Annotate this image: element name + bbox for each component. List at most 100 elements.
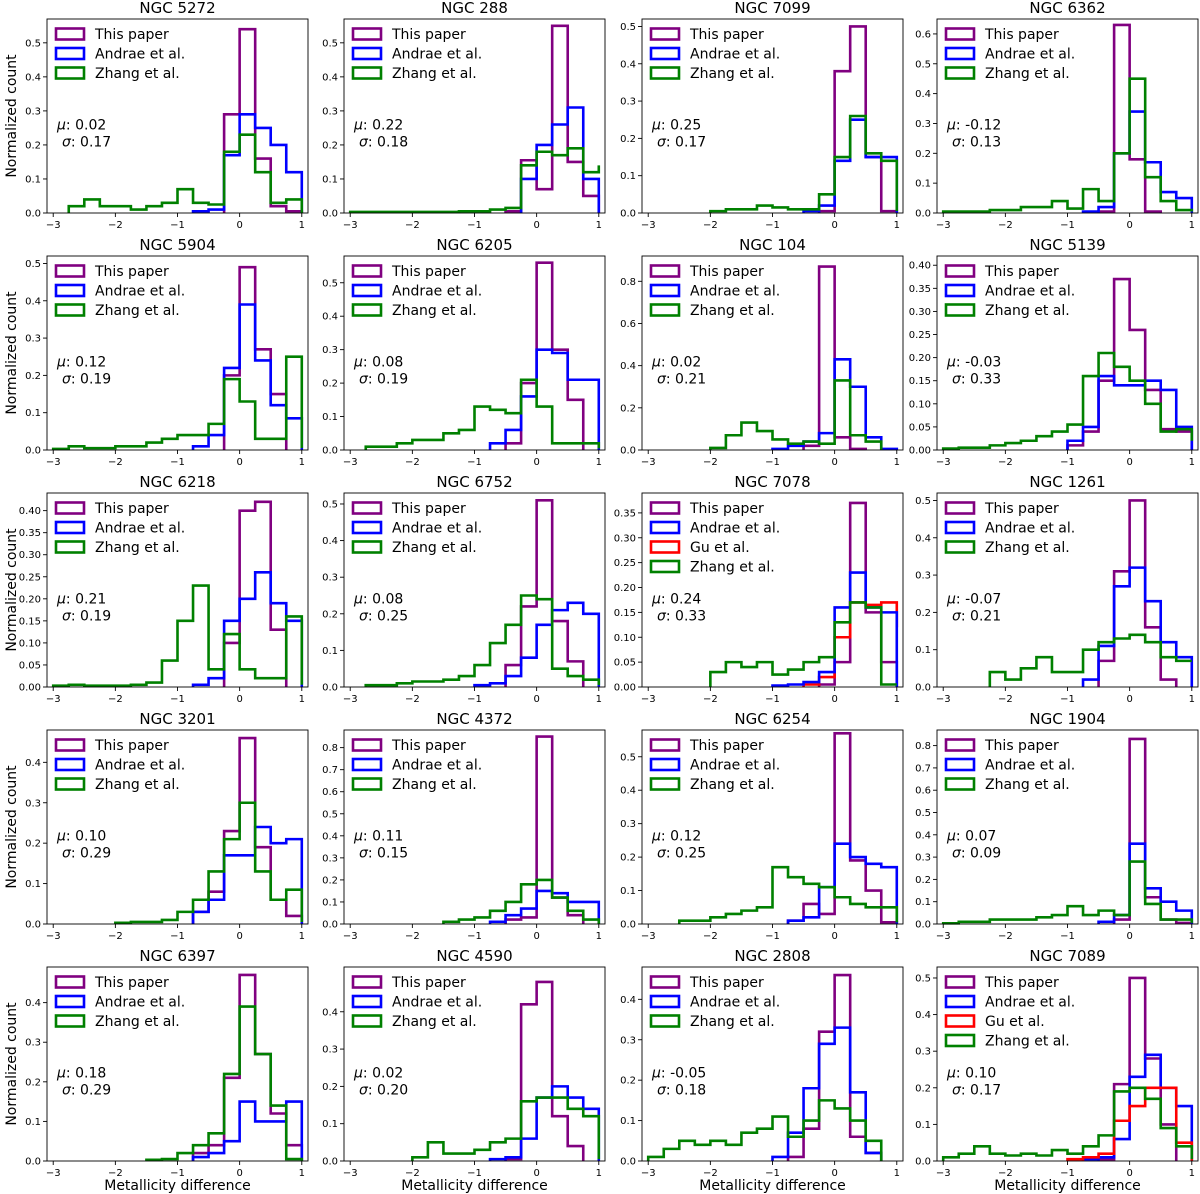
x-tick-label: 1 — [299, 694, 305, 705]
x-tick-label: 0 — [533, 931, 539, 942]
y-tick-label: 0.2 — [915, 875, 931, 886]
legend-swatch — [649, 264, 681, 278]
legend-swatch — [54, 1014, 86, 1028]
y-tick-label: 0.2 — [620, 403, 636, 414]
y-tick-label: 0.15 — [614, 608, 636, 619]
y-tick-label: 0.4 — [915, 1010, 931, 1021]
y-tick-label: 0.6 — [915, 29, 931, 40]
y-tick-label: 0.5 — [915, 59, 931, 70]
histogram-series — [941, 77, 1194, 213]
legend-label: This paper — [94, 501, 169, 517]
mu-annotation: μ: -0.07 — [946, 592, 1001, 608]
y-tick-label: 0.35 — [19, 528, 41, 539]
x-axis-label: Metallicity difference — [104, 1178, 251, 1194]
legend-swatch — [351, 994, 383, 1009]
legend-swatch — [351, 27, 383, 41]
histogram-series — [1097, 499, 1178, 687]
panel-title: NGC 5139 — [1029, 236, 1105, 254]
mu-annotation: μ: 0.08 — [353, 592, 403, 608]
legend-label: Andrae et al. — [985, 758, 1075, 774]
y-tick-label: 0.1 — [322, 646, 338, 657]
histogram-panel: NGC 1904 −3 −2 −1 0 1 0.0 0.1 0.2 0.3 0.4 0.5 0.6 0.7… — [915, 710, 1199, 942]
x-tick-label: −3 — [343, 694, 358, 705]
x-tick-label: −1 — [765, 457, 780, 468]
legend-label: This paper — [689, 27, 764, 43]
legend-label: This paper — [391, 27, 466, 43]
histogram-series — [1112, 737, 1194, 925]
y-tick-label: 0.0 — [915, 683, 931, 694]
legend-swatch — [54, 501, 86, 515]
y-tick-label: 0.00 — [909, 446, 931, 457]
x-tick-label: 0 — [236, 694, 242, 705]
histogram-series — [504, 261, 585, 450]
y-tick-label: 0.0 — [620, 446, 636, 457]
x-axis-label: Metallicity difference — [994, 1178, 1141, 1194]
x-tick-label: −2 — [405, 457, 420, 468]
x-tick-label: 0 — [831, 457, 837, 468]
x-tick-label: 1 — [299, 931, 305, 942]
mu-annotation: μ: -0.12 — [946, 118, 1001, 134]
histogram-series — [191, 113, 304, 213]
legend-label: Zhang et al. — [985, 303, 1070, 319]
x-tick-label: −1 — [467, 931, 482, 942]
y-tick-label: 0.2 — [620, 1076, 636, 1087]
legend-label: Andrae et al. — [690, 995, 780, 1011]
legend-swatch — [351, 66, 383, 80]
legend-label: Zhang et al. — [392, 540, 477, 556]
y-tick-label: 0.20 — [614, 583, 636, 594]
legend-swatch — [944, 777, 976, 791]
legend-label: Andrae et al. — [392, 47, 482, 63]
mu-annotation: μ: 0.02 — [56, 118, 106, 134]
sigma-annotation: σ: 0.17 — [62, 135, 111, 151]
x-tick-label: −2 — [703, 1168, 718, 1179]
y-tick-label: 0.3 — [25, 334, 41, 345]
x-tick-label: −2 — [405, 220, 420, 231]
histogram-series — [1081, 110, 1194, 213]
y-tick-label: 0.8 — [620, 277, 636, 288]
x-tick-label: −1 — [170, 694, 185, 705]
mu-annotation: μ: 0.24 — [651, 592, 701, 608]
x-tick-label: −1 — [467, 694, 482, 705]
y-tick-label: 0.1 — [915, 645, 931, 656]
y-tick-label: 0.3 — [25, 106, 41, 117]
legend-label: Andrae et al. — [690, 284, 780, 300]
panel-title: NGC 3201 — [139, 710, 215, 728]
legend-label: Andrae et al. — [690, 758, 780, 774]
y-tick-label: 0.35 — [614, 508, 636, 519]
x-tick-label: −1 — [1060, 1168, 1075, 1179]
y-tick-label: 0.2 — [915, 1083, 931, 1094]
y-tick-label: 0.05 — [614, 658, 636, 669]
histogram-panel: NGC 7089 −3 −2 −1 0 1 0.0 0.1 0.2 0.3 0.4 0.5 This p… — [915, 947, 1199, 1194]
x-tick-label: −1 — [170, 931, 185, 942]
histogram-series — [114, 801, 304, 925]
x-tick-label: −3 — [641, 220, 656, 231]
sigma-annotation: σ: 0.21 — [657, 372, 706, 388]
y-tick-label: 0.5 — [915, 496, 931, 507]
histogram-series — [817, 501, 899, 687]
histogram-panel: NGC 5904 −3 −2 −1 0 1 0.0 0.1 0.2 0.3 0.4 0.5 This p… — [4, 236, 309, 468]
x-tick-label: 0 — [1126, 220, 1132, 231]
y-tick-label: 0.3 — [322, 573, 338, 584]
legend-swatch — [649, 1014, 681, 1028]
x-tick-label: 0 — [1126, 694, 1132, 705]
histogram-panel: NGC 5139 −3 −2 −1 0 1 0.00 0.05 0.10 0.15 0.20 0.25… — [909, 236, 1199, 468]
mu-annotation: μ: 0.10 — [56, 829, 106, 845]
y-tick-label: 0.1 — [915, 897, 931, 908]
histogram-panel: NGC 5272 −3 −2 −1 0 1 0.0 0.1 0.2 0.3 0.4 0.5 This p… — [4, 0, 309, 231]
histogram-panel: NGC 7099 −3 −2 −1 0 1 0.0 0.1 0.2 0.3 0.4 0.5 This p… — [620, 0, 904, 231]
y-tick-label: 0.35 — [909, 284, 931, 295]
x-tick-label: 1 — [1189, 220, 1195, 231]
panel-title: NGC 4590 — [436, 947, 512, 965]
legend-swatch — [944, 1014, 976, 1028]
legend-label: Zhang et al. — [392, 303, 477, 319]
legend-swatch — [944, 520, 976, 535]
x-tick-label: −2 — [998, 220, 1013, 231]
legend-swatch — [649, 283, 681, 298]
histogram-series — [786, 842, 899, 924]
y-tick-label: 0.1 — [322, 897, 338, 908]
x-tick-label: 1 — [1189, 457, 1195, 468]
y-tick-label: 0.3 — [915, 119, 931, 130]
histogram-series — [145, 1005, 304, 1162]
y-tick-label: 0.25 — [19, 572, 41, 583]
legend-label: Andrae et al. — [985, 47, 1075, 63]
